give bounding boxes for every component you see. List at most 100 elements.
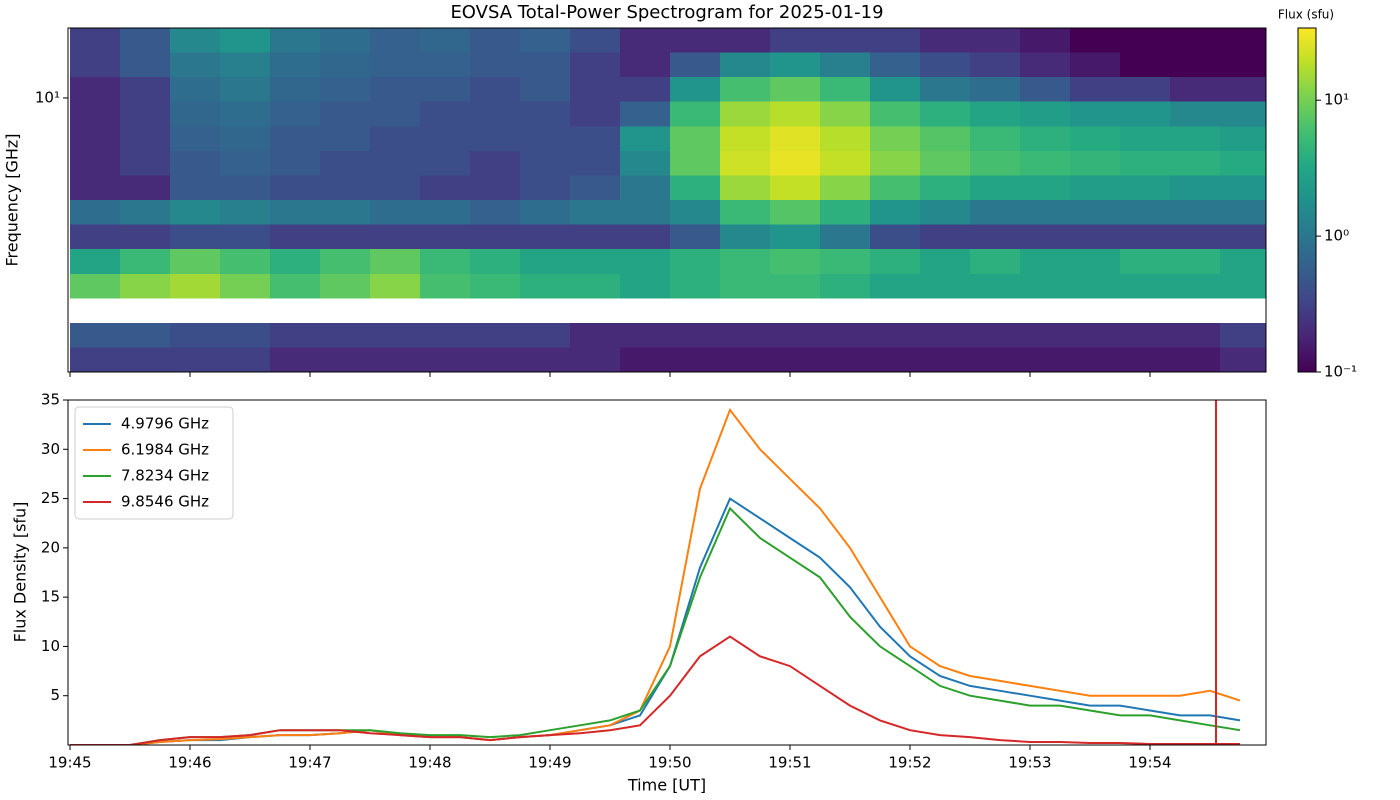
heatmap-cell [1170,249,1221,275]
heatmap-cell [1020,322,1071,348]
x-tick-label: 19:52 [888,754,931,772]
heatmap-cell [420,249,471,275]
heatmap-cell [1220,77,1267,103]
heatmap-cell [170,273,221,299]
heatmap-cell [70,347,121,373]
heatmap-cell [1220,28,1267,54]
heatmap-cell [170,52,221,78]
heatmap-cell [870,347,921,373]
heatmap-cell [120,28,171,54]
heatmap-cell [1020,101,1071,127]
heatmap-cell [620,249,671,275]
colorbar-tick-label: 10¹ [1324,91,1349,109]
heatmap-cell [70,52,121,78]
heatmap-cell [670,273,721,299]
heatmap-cell [970,347,1021,373]
colorbar [1297,27,1317,373]
heatmap-cell [520,77,571,103]
x-tick-label: 19:48 [408,754,451,772]
heatmap-cell [270,322,321,348]
heatmap-cell [170,224,221,250]
y-tick-label: 5 [50,686,60,704]
heatmap-cell [420,126,471,152]
heatmap-cell [1220,150,1267,176]
heatmap-cell [820,101,871,127]
y-tick-label: 15 [41,588,60,606]
heatmap-cell [1120,77,1171,103]
heatmap-cell [970,126,1021,152]
heatmap-cell [720,249,771,275]
heatmap-cell [470,52,521,78]
y-tick-label: 35 [41,391,60,409]
x-tick-label: 19:46 [168,754,211,772]
heatmap-cell [270,28,321,54]
heatmap-cell [820,52,871,78]
heatmap-cell [370,224,421,250]
heatmap-cell [420,28,471,54]
heatmap-cell [320,224,371,250]
heatmap-cell [1020,126,1071,152]
heatmap-cell [470,224,521,250]
heatmap-cell [570,28,621,54]
heatmap-cell [970,52,1021,78]
heatmap-cell [520,101,571,127]
plot-area [70,400,1241,745]
heatmap-cell [220,150,271,176]
heatmap-cell [920,126,971,152]
heatmap-cell [120,126,171,152]
heatmap-cell [420,150,471,176]
heatmap-cell [620,150,671,176]
heatmap-cell [370,273,421,299]
heatmap-cell [1020,224,1071,250]
heatmap-cell [520,273,571,299]
heatmap-cell [320,77,371,103]
heatmap-cell [670,224,721,250]
heatmap-cell [220,28,271,54]
heatmap-cell [520,322,571,348]
heatmap-cell [1220,101,1267,127]
heatmap-cell [1070,150,1121,176]
heatmap-cell [670,101,721,127]
heatmap-cell [620,273,671,299]
heatmap-cell [820,28,871,54]
heatmap-cell [420,224,471,250]
heatmap-cell [520,175,571,201]
heatmap-cell [1170,52,1221,78]
y-tick-label: 30 [41,440,60,458]
heatmap-cell [520,347,571,373]
x-tick-label: 19:49 [528,754,571,772]
heatmap-cell [920,150,971,176]
heatmap-cell [1120,347,1171,373]
data-line [70,497,1241,745]
heatmap-cell [270,347,321,373]
heatmap-cell [320,200,371,226]
y-tick-label: 10 [41,637,60,655]
heatmap-cell [620,101,671,127]
heatmap-cell [770,101,821,127]
heatmap-cell [920,28,971,54]
y-axis-label: Frequency [GHz] [3,133,22,266]
heatmap-cell [820,175,871,201]
heatmap-cell [1170,347,1221,373]
heatmap-cell [1170,126,1221,152]
heatmap-cell [970,175,1021,201]
heatmap-cell [1020,77,1071,103]
heatmap-cell [870,224,921,250]
heatmap-cell [970,224,1021,250]
heatmap-cell [820,273,871,299]
heatmap-cell [820,126,871,152]
heatmap-cell [470,322,521,348]
heatmap-cell [920,175,971,201]
heatmap-cell [70,28,121,54]
heatmap-cell [620,52,671,78]
heatmap-cell [570,224,621,250]
heatmap-cell [1220,126,1267,152]
heatmap-cell [420,77,471,103]
heatmap-cell [570,249,621,275]
heatmap-cell [1220,249,1267,275]
heatmap-cell [970,101,1021,127]
heatmap-cell [920,249,971,275]
heatmap-cell [520,249,571,275]
heatmap-cell [120,52,171,78]
heatmap-cell [870,175,921,201]
